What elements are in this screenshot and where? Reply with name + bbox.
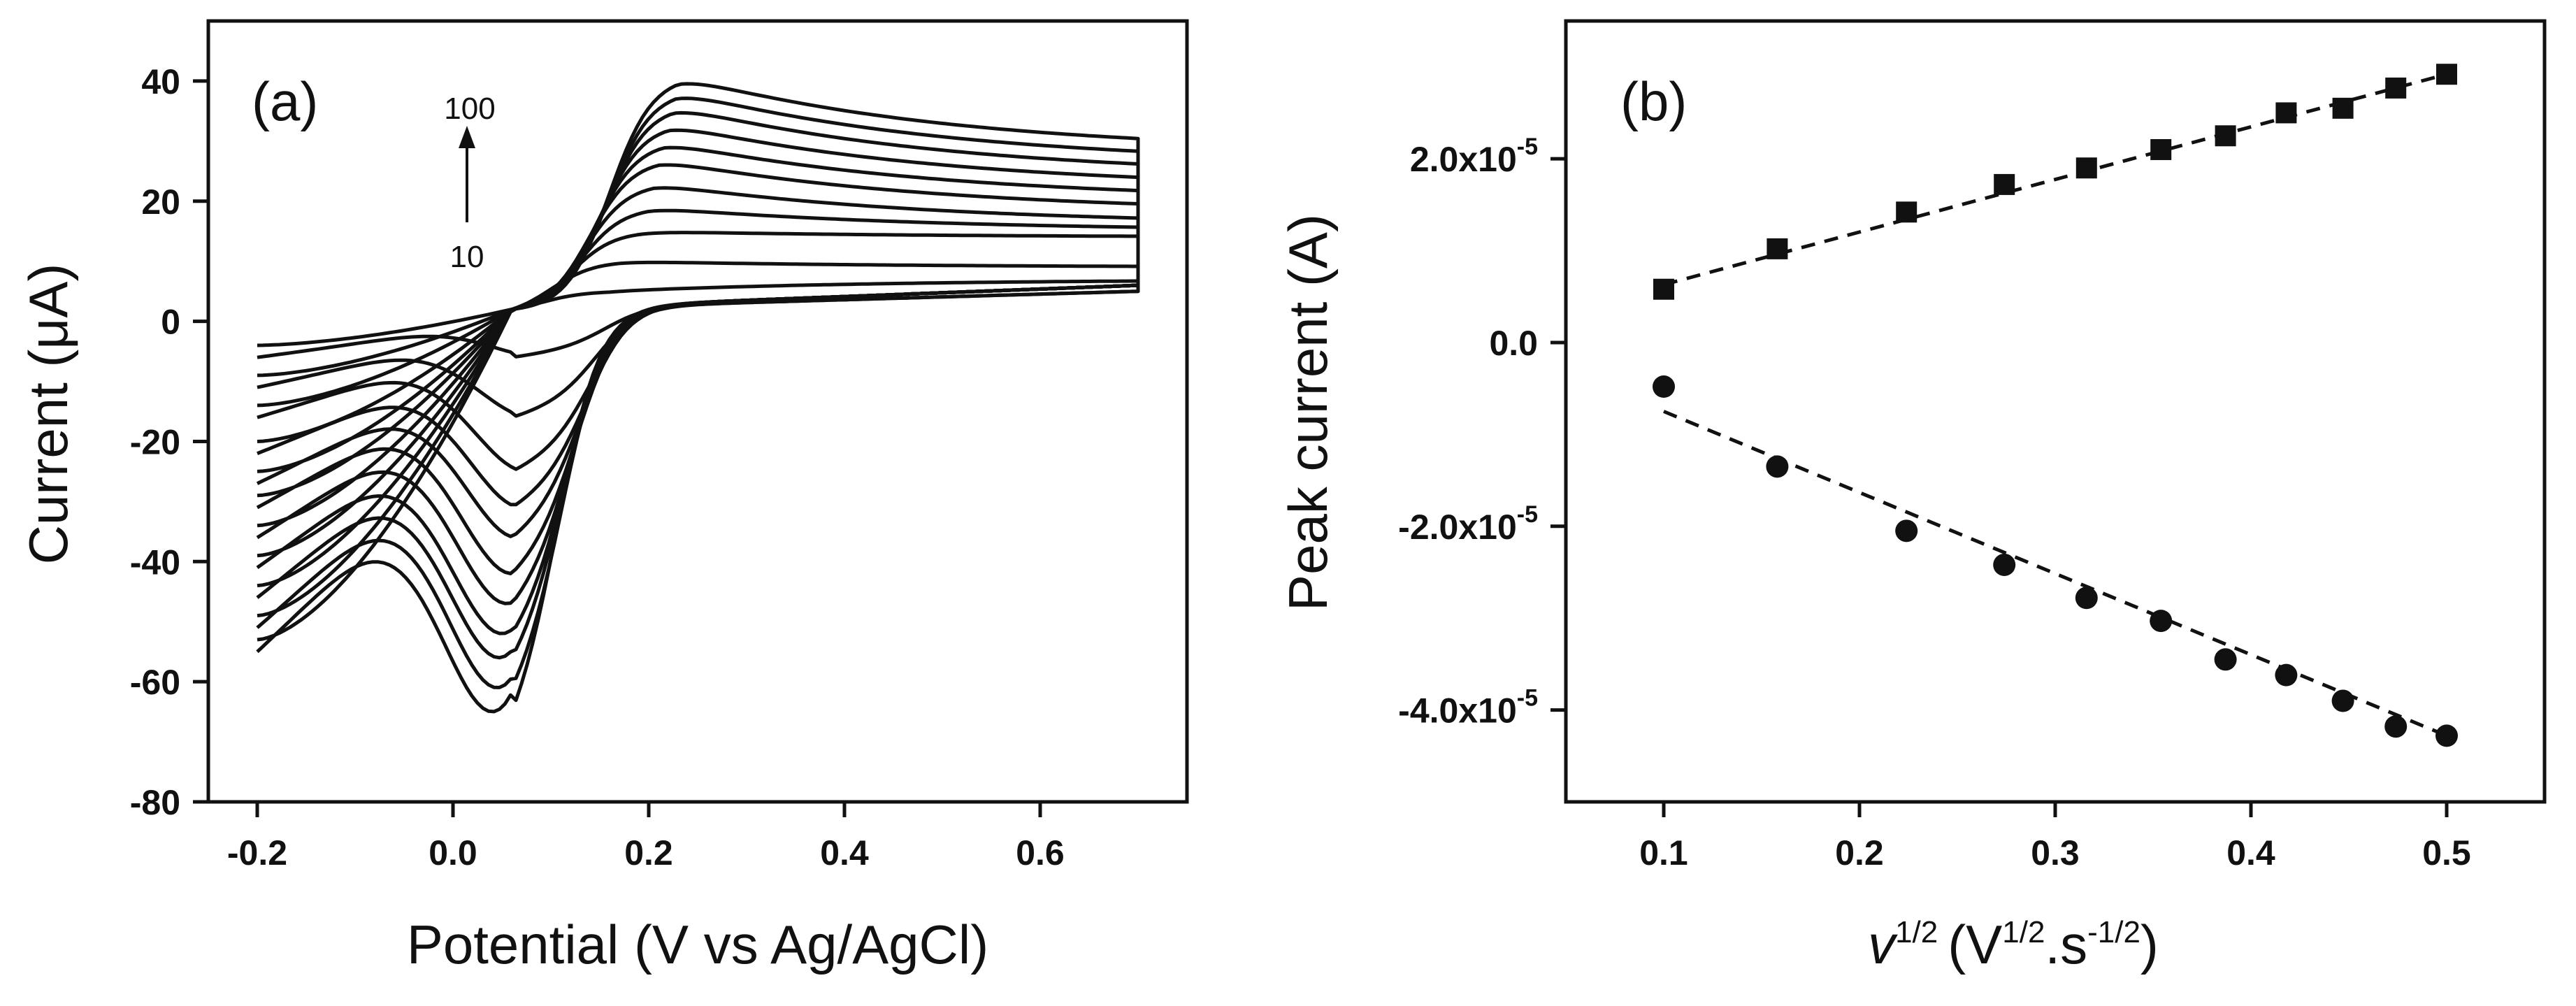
panel-a-y-tick-label: -40 [130, 542, 180, 582]
panel-a-x-tick-label: 0.2 [624, 833, 673, 872]
panel-a-cyclic-voltammogram: -0.2 0.0 0.2 0.4 0.6 40 20 0 -20 -40 -60 -80 (a) 10… [17, 19, 1189, 975]
cathodic-point [2150, 610, 2173, 633]
anodic-fit-line [1663, 72, 2447, 287]
x-title-mid: .s [2045, 914, 2087, 975]
panel-a-plot-frame [206, 19, 1189, 804]
panel-b-plot-frame [1564, 19, 2547, 804]
panel-a-y-tick-label: 0 [161, 303, 180, 342]
panel-a-y-tick-label: 40 [141, 62, 180, 101]
cathodic-point [2214, 648, 2237, 671]
panel-b-y-tick-label: 0.0 [1489, 324, 1538, 363]
panel-a-y-axis-title: Current (μA) [17, 264, 79, 565]
panel-b-ticks: 0.1 0.2 0.3 0.4 0.5 2.0x10-5 0.0 -2.0x10-5 -4.0x… [1398, 134, 2471, 872]
panel-a-x-tick-label: 0.0 [429, 833, 477, 872]
cv-curve-95 [256, 96, 1140, 689]
cathodic-point [1895, 519, 1918, 542]
cathodic-point [1653, 375, 1675, 398]
anodic-point [1766, 238, 1788, 259]
panel-a-y-tick-label: -20 [130, 422, 180, 461]
x-title-symbol: v [1868, 914, 1898, 975]
cv-curve-70 [256, 145, 1140, 605]
cv-curve-90 [256, 110, 1140, 660]
anodic-point [2332, 97, 2354, 119]
cathodic-point [2331, 689, 2354, 712]
scan-rate-arrowhead [459, 126, 475, 148]
panel-a-x-tick-label: 0.6 [1016, 833, 1065, 872]
panel-b-x-tick-label: 0.5 [2422, 833, 2471, 872]
cathodic-point [2435, 724, 2458, 747]
panel-b-y-tick-label: 2.0x10-5 [1410, 134, 1538, 179]
peak-current-points [1653, 64, 2458, 747]
cathodic-point [1993, 553, 2016, 576]
cathodic-point [1766, 455, 1789, 478]
panel-a-ticks: -0.2 0.0 0.2 0.4 0.6 40 20 0 -20 -40 -60 -80 [130, 62, 1065, 872]
anodic-point [2385, 77, 2407, 99]
x-title-open: (V [1948, 914, 2002, 975]
panel-b-x-tick-label: 0.1 [1639, 833, 1688, 872]
cathodic-point [2275, 663, 2298, 687]
panel-a-y-tick-label: -80 [130, 783, 180, 822]
scan-rate-annotation: 100 10 [444, 92, 495, 274]
anodic-point [2436, 64, 2457, 85]
anodic-point [1653, 278, 1674, 300]
cathodic-point [2075, 587, 2098, 610]
panel-b-x-tick-label: 0.2 [1835, 833, 1884, 872]
panel-b-peak-current-plot: 0.1 0.2 0.3 0.4 0.5 2.0x10-5 0.0 -2.0x10-5 -4.0x… [1277, 19, 2547, 975]
panel-b-x-axis-title: v1/2 (V1/2.s-1/2) [1868, 914, 2159, 975]
panel-a-label: (a) [252, 71, 318, 132]
linear-fit-lines [1663, 72, 2447, 738]
panel-a-y-tick-label: -60 [130, 663, 180, 702]
panel-a-y-tick-label: 20 [141, 182, 180, 222]
cv-curve-100 [256, 82, 1140, 714]
scan-rate-low-label: 10 [450, 240, 484, 274]
panel-b-label: (b) [1620, 71, 1687, 132]
scan-rate-high-label: 100 [444, 92, 495, 126]
anodic-point [1896, 201, 1917, 223]
x-title-sup: 1/2 [1895, 915, 1938, 949]
cv-curve-40 [257, 208, 1140, 507]
anodic-point [2275, 102, 2297, 124]
x-title-close: ) [2140, 914, 2159, 975]
panel-b-y-tick-label: -2.0x10-5 [1398, 501, 1538, 547]
panel-a-x-axis-title: Potential (V vs Ag/AgCl) [407, 914, 988, 975]
panel-b-x-tick-label: 0.3 [2031, 833, 2080, 872]
cathodic-point [2384, 715, 2408, 738]
cv-curve-10 [257, 279, 1140, 359]
x-title-sup3: -1/2 [2087, 915, 2140, 949]
panel-b-y-axis-title: Peak current (A) [1277, 214, 1339, 611]
panel-b-x-tick-label: 0.4 [2226, 833, 2275, 872]
anodic-point [2075, 157, 2097, 179]
cv-curves [256, 82, 1140, 714]
anodic-point [1994, 173, 2015, 195]
x-title-sup2: 1/2 [2002, 915, 2045, 949]
panel-b-y-tick-label: -4.0x10-5 [1398, 685, 1538, 731]
anodic-point [2150, 138, 2172, 160]
panel-a-x-tick-label: -0.2 [227, 833, 287, 872]
anodic-point [2215, 125, 2236, 147]
panel-a-x-tick-label: 0.4 [820, 833, 869, 872]
